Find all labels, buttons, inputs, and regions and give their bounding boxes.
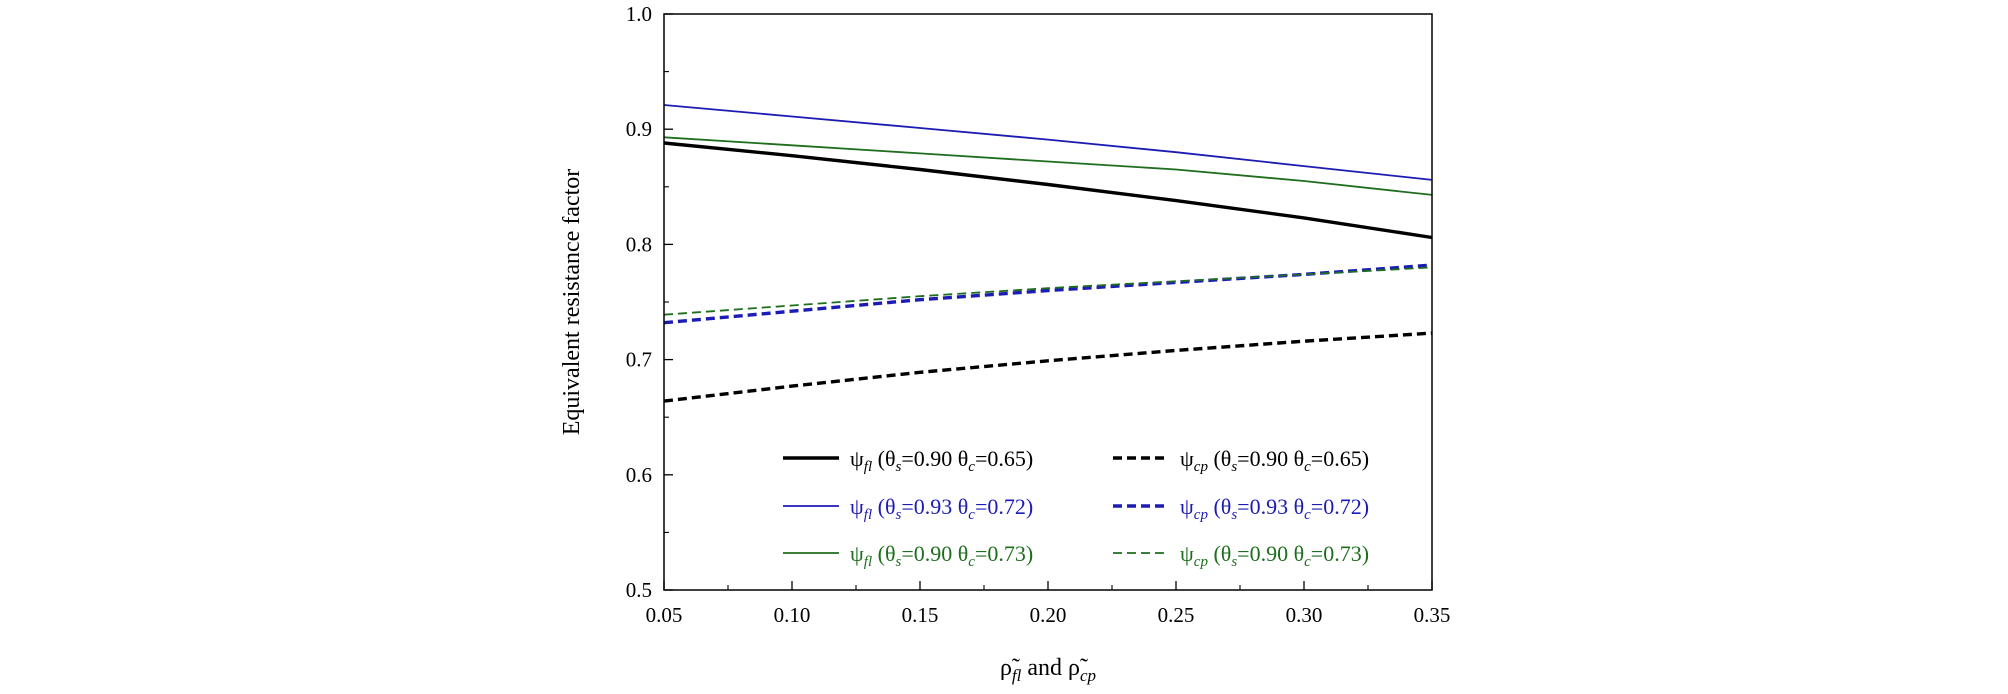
x-tick-label: 0.25: [1158, 603, 1195, 627]
legend-label-6: ψcp (θs=0.90 θc=0.73): [1180, 541, 1369, 570]
y-tick-label: 0.5: [626, 578, 652, 602]
y-tick-label: 1.0: [626, 2, 652, 26]
series-line-2: [663, 104, 1433, 181]
x-tick-label: 0.30: [1286, 603, 1323, 627]
series-line-4: [663, 331, 1433, 403]
legend: ψfl (θs=0.90 θc=0.65) ψfl (θs=0.93 θc=0.7…: [783, 446, 1369, 570]
legend-label-2: ψfl (θs=0.93 θc=0.72): [850, 494, 1033, 523]
y-tick-label: 0.9: [626, 117, 652, 141]
x-tick-label: 0.10: [774, 603, 811, 627]
y-tick-label: 0.7: [626, 348, 652, 372]
legend-label-1: ψfl (θs=0.90 θc=0.65): [850, 446, 1033, 475]
x-tick-label: 0.15: [902, 603, 939, 627]
x-tick-label: 0.20: [1030, 603, 1067, 627]
y-axis-title: Equivalent resistance factor: [559, 169, 585, 436]
series-line-3: [663, 136, 1433, 196]
y-tick-label: 0.6: [626, 463, 652, 487]
legend-label-4: ψcp (θs=0.90 θc=0.65): [1180, 446, 1369, 475]
x-tick-label: 0.05: [646, 603, 683, 627]
y-tick-label: 0.8: [626, 232, 652, 256]
series-line-1: [663, 141, 1433, 240]
series-line-5: [663, 263, 1433, 325]
plot-area: [663, 104, 1433, 403]
x-tick-label: 0.35: [1414, 603, 1451, 627]
series-line-6: [663, 266, 1433, 316]
legend-label-3: ψfl (θs=0.90 θc=0.73): [850, 541, 1033, 570]
legend-label-5: ψcp (θs=0.93 θc=0.72): [1180, 494, 1369, 523]
x-axis-title: ρ̃fl and ρ̃cp: [1000, 655, 1096, 685]
axes: 0.05 0.10 0.15 0.20 0.25 0.30 0.35 0.5 0.6 0.7 0.8…: [559, 2, 1450, 685]
